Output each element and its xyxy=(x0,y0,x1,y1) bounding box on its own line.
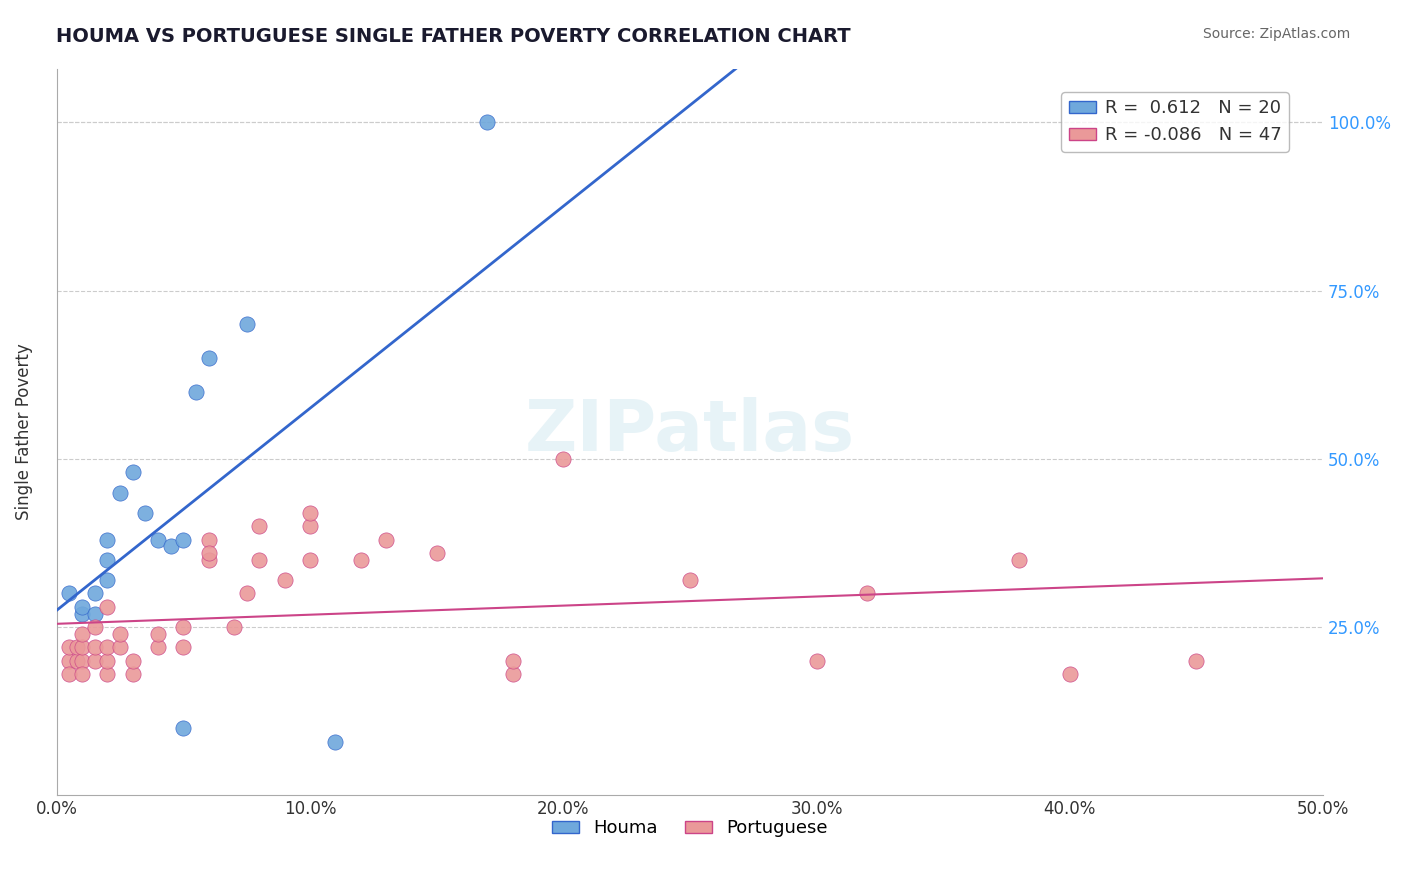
Point xyxy=(70,607,93,621)
Point xyxy=(96,640,118,655)
Point xyxy=(1059,667,1081,681)
Point xyxy=(197,533,219,547)
Point xyxy=(273,573,295,587)
Point xyxy=(58,654,80,668)
Point xyxy=(172,620,194,634)
Point xyxy=(146,533,169,547)
Point xyxy=(806,654,828,668)
Point xyxy=(247,553,270,567)
Point xyxy=(96,654,118,668)
Point xyxy=(96,599,118,614)
Point xyxy=(134,506,156,520)
Point xyxy=(502,667,524,681)
Point xyxy=(121,667,143,681)
Point xyxy=(323,734,346,748)
Point xyxy=(298,506,321,520)
Point xyxy=(426,546,449,560)
Point xyxy=(70,654,93,668)
Point xyxy=(96,553,118,567)
Point xyxy=(121,654,143,668)
Point xyxy=(121,466,143,480)
Point xyxy=(197,351,219,365)
Point xyxy=(108,485,131,500)
Point xyxy=(247,519,270,533)
Point xyxy=(184,384,207,399)
Point xyxy=(70,640,93,655)
Legend: Houma, Portuguese: Houma, Portuguese xyxy=(544,812,835,845)
Point xyxy=(70,667,93,681)
Point xyxy=(146,640,169,655)
Point xyxy=(222,620,245,634)
Y-axis label: Single Father Poverty: Single Father Poverty xyxy=(15,343,32,520)
Point xyxy=(58,586,80,600)
Point xyxy=(58,640,80,655)
Point xyxy=(197,553,219,567)
Text: Source: ZipAtlas.com: Source: ZipAtlas.com xyxy=(1202,27,1350,41)
Point xyxy=(172,721,194,735)
Point xyxy=(502,654,524,668)
Point xyxy=(70,627,93,641)
Point xyxy=(96,533,118,547)
Point xyxy=(298,553,321,567)
Point xyxy=(96,573,118,587)
Text: ZIPatlas: ZIPatlas xyxy=(524,398,855,467)
Point xyxy=(83,640,105,655)
Point xyxy=(172,640,194,655)
Point xyxy=(146,627,169,641)
Point xyxy=(374,533,396,547)
Point xyxy=(83,607,105,621)
Point xyxy=(349,553,371,567)
Point xyxy=(83,586,105,600)
Point xyxy=(235,318,257,332)
Point xyxy=(1008,553,1031,567)
Point xyxy=(298,519,321,533)
Point xyxy=(477,115,499,129)
Point xyxy=(1185,654,1208,668)
Point xyxy=(58,667,80,681)
Point xyxy=(70,599,93,614)
Point xyxy=(83,620,105,634)
Point xyxy=(172,533,194,547)
Point xyxy=(679,573,702,587)
Point xyxy=(66,640,89,655)
Point xyxy=(235,586,257,600)
Point xyxy=(553,451,575,466)
Text: HOUMA VS PORTUGUESE SINGLE FATHER POVERTY CORRELATION CHART: HOUMA VS PORTUGUESE SINGLE FATHER POVERT… xyxy=(56,27,851,45)
Point xyxy=(856,586,879,600)
Point xyxy=(108,640,131,655)
Point xyxy=(108,627,131,641)
Point xyxy=(159,540,181,554)
Point xyxy=(197,546,219,560)
Point xyxy=(66,654,89,668)
Point xyxy=(83,654,105,668)
Point xyxy=(96,667,118,681)
